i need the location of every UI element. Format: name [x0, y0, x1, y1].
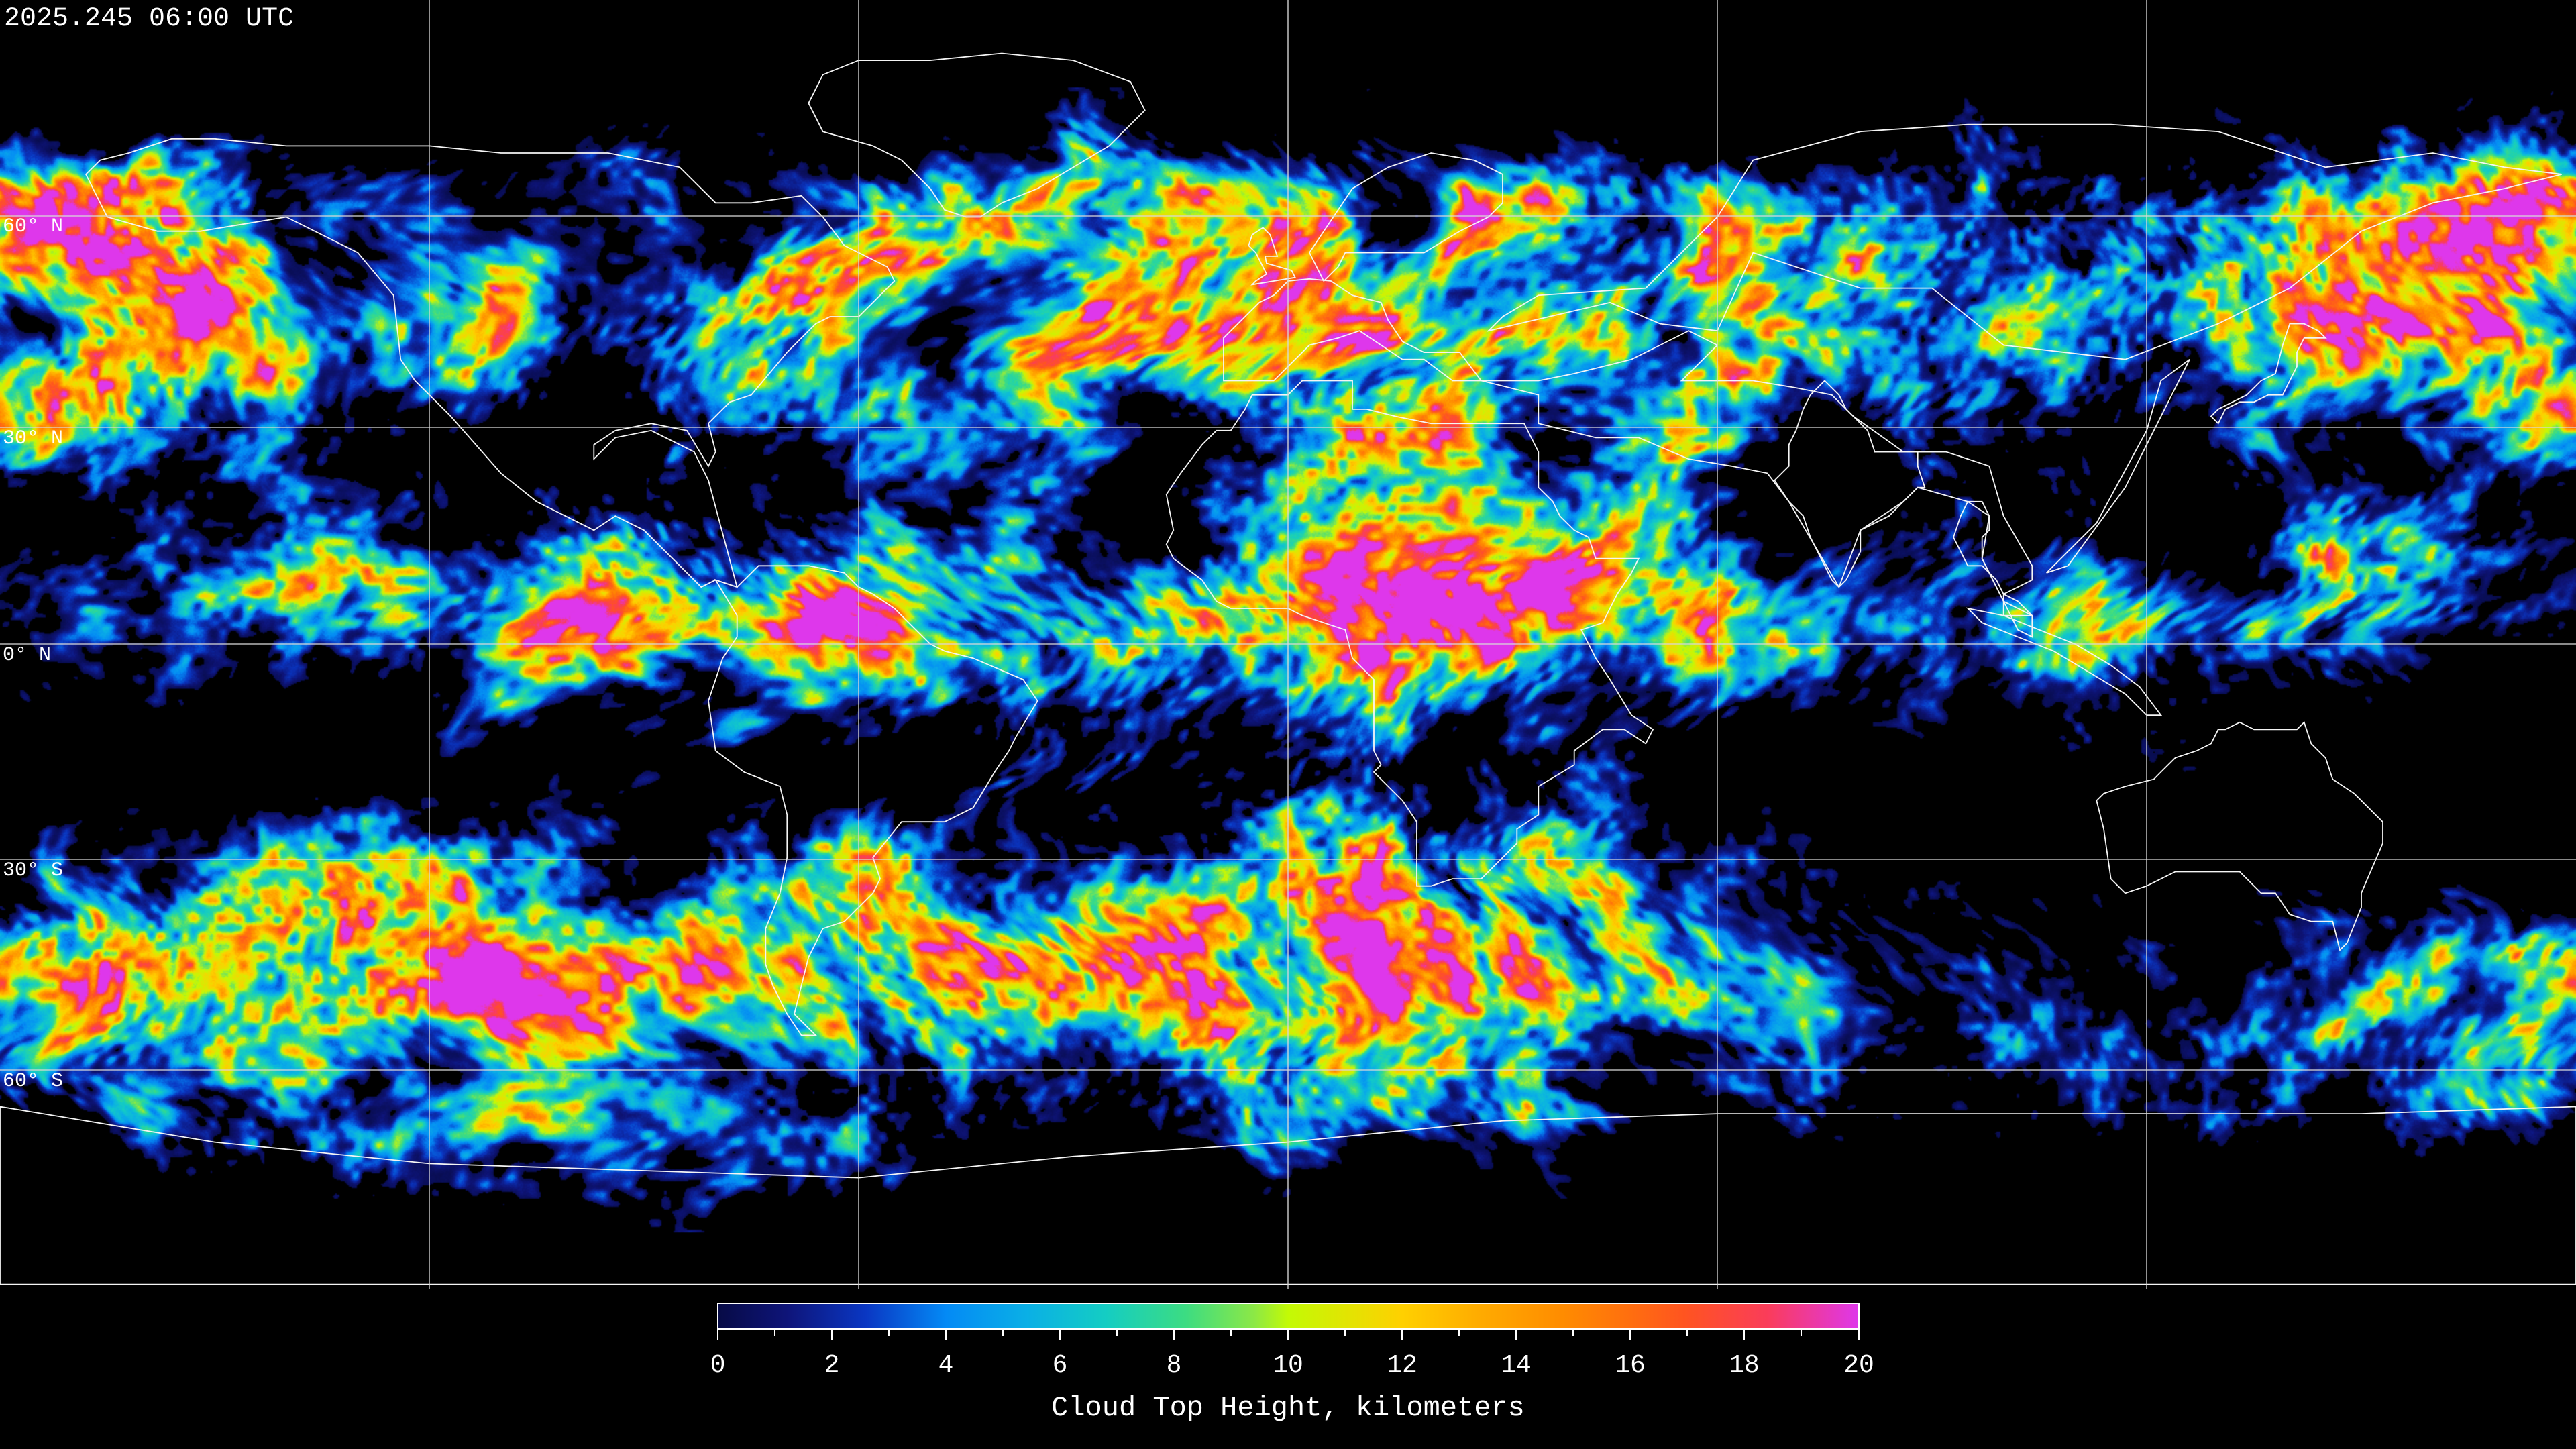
svg-text:16: 16 [1615, 1351, 1646, 1380]
svg-text:0° N: 0° N [3, 644, 51, 667]
svg-text:18: 18 [1729, 1351, 1760, 1380]
svg-text:60° N: 60° N [3, 215, 63, 238]
svg-text:6: 6 [1053, 1351, 1068, 1380]
svg-text:14: 14 [1501, 1351, 1532, 1380]
svg-text:20: 20 [1843, 1351, 1874, 1380]
svg-text:12: 12 [1387, 1351, 1417, 1380]
svg-text:4: 4 [938, 1351, 954, 1380]
svg-text:60° S: 60° S [3, 1070, 63, 1093]
svg-text:2025.245 06:00 UTC: 2025.245 06:00 UTC [4, 4, 294, 34]
svg-text:2: 2 [824, 1351, 840, 1380]
svg-text:30° N: 30° N [3, 427, 63, 450]
svg-text:0: 0 [710, 1351, 726, 1380]
svg-text:Cloud Top Height, kilometers: Cloud Top Height, kilometers [1051, 1392, 1525, 1424]
svg-text:30° S: 30° S [3, 859, 63, 882]
svg-text:8: 8 [1167, 1351, 1182, 1380]
svg-text:10: 10 [1273, 1351, 1303, 1380]
